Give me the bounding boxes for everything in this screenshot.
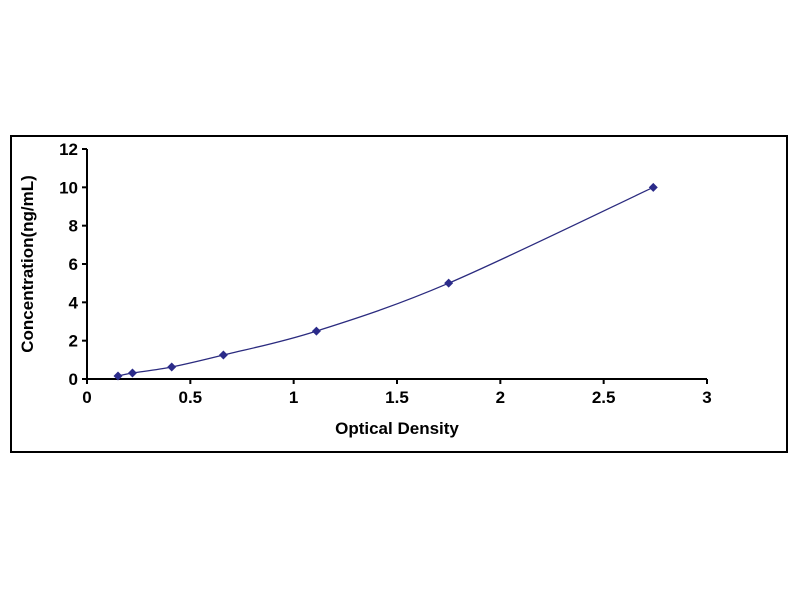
data-point-marker [167,362,177,372]
standard-curve-line [117,186,654,377]
chart-frame: 0 0.5 1 1.5 2 2.5 3 0 2 4 6 8 10 12 Optical Density C… [10,135,788,453]
x-tick-label: 1.5 [385,388,409,407]
y-tick-label: 12 [59,140,78,159]
data-point-marker [218,350,228,360]
data-point-marker [127,368,137,378]
data-point-marker [648,182,658,192]
x-axis-title: Optical Density [335,419,459,438]
x-tick-label: 2 [496,388,505,407]
data-point-marker [311,326,321,336]
y-tick-label: 2 [69,332,78,351]
y-tick-label: 4 [69,293,79,312]
x-tick-label: 0 [82,388,91,407]
y-tick-label: 0 [69,370,78,389]
y-tick-label: 8 [69,217,78,236]
y-axis-title: Concentration(ng/mL) [18,175,37,353]
y-tick-label: 10 [59,178,78,197]
data-point-marker [444,278,454,288]
x-tick-label: 0.5 [179,388,203,407]
elisa-standard-curve-chart: 0 0.5 1 1.5 2 2.5 3 0 2 4 6 8 10 12 Optical Density C… [18,140,712,438]
curve-series [113,182,658,381]
data-point-marker [113,371,123,381]
axes: 0 0.5 1 1.5 2 2.5 3 0 2 4 6 8 10 12 [59,140,712,407]
x-tick-label: 2.5 [592,388,616,407]
x-tick-label: 1 [289,388,298,407]
y-tick-label: 6 [69,255,78,274]
x-tick-label: 3 [702,388,711,407]
